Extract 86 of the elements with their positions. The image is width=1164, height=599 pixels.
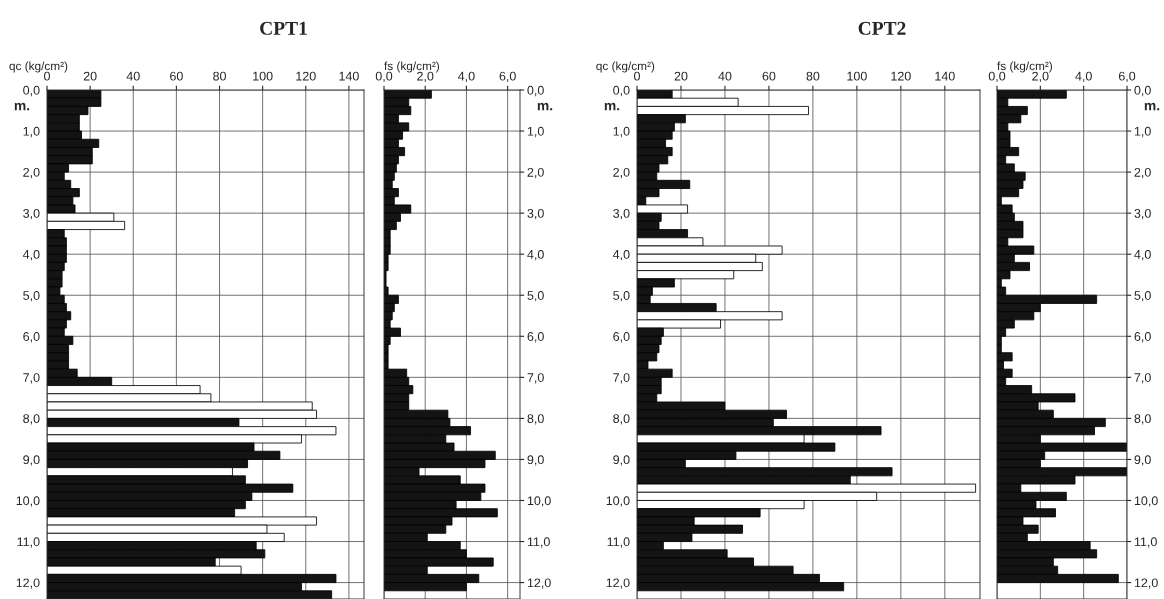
y-tick-label: 0,0 — [527, 85, 544, 97]
y-tick-label: 9,0 — [23, 455, 40, 466]
x-tick-label: 140 — [935, 71, 955, 81]
y-tick-label: 11,0 — [17, 537, 40, 548]
x-axis-title: fs (kg/cm²) — [997, 61, 1053, 73]
y-tick-label: 8,0 — [613, 414, 630, 425]
y-tick-label: 0,0 — [613, 85, 630, 97]
y-tick-label: 3,0 — [1134, 208, 1151, 220]
x-tick-label: 60 — [762, 71, 776, 81]
y-tick-label: 11,0 — [527, 537, 550, 548]
y-tick-label: 4,0 — [527, 249, 544, 261]
y-tick-label: 3,0 — [613, 208, 630, 220]
x-tick-label: 120 — [296, 71, 316, 81]
y-tick-label: 10,0 — [1134, 496, 1158, 507]
y-tick-label: 9,0 — [613, 455, 630, 466]
y-tick-label: 5,0 — [23, 291, 40, 302]
y-tick-label: 10,0 — [16, 496, 40, 507]
text: m. — [1144, 102, 1160, 111]
y-tick-label: 12,0 — [1134, 578, 1158, 589]
text: m. — [14, 102, 30, 111]
y-tick-label: 3,0 — [527, 208, 544, 220]
x-tick-label: 60 — [170, 71, 183, 81]
y-tick-label: 7,0 — [23, 373, 40, 384]
x-tick-label: 2,0 — [417, 71, 434, 83]
x-tick-label: 4,0 — [1075, 71, 1092, 83]
y-tick-label: 11,0 — [1134, 537, 1157, 548]
y-tick-label: 4,0 — [612, 249, 630, 261]
x-axis-title: qc (kg/cm²) — [596, 61, 655, 73]
y-tick-label: 8,0 — [23, 414, 40, 425]
x-tick-label: 4,0 — [458, 71, 475, 83]
x-tick-label: 0,0 — [375, 71, 393, 83]
text: m. — [537, 102, 553, 111]
x-tick-label: 6,0 — [1118, 71, 1136, 83]
y-tick-label: 8,0 — [1134, 414, 1151, 425]
x-tick-label: 40 — [126, 71, 140, 81]
x-tick-label: 6,0 — [499, 71, 516, 83]
y-tick-label: 8,0 — [527, 414, 544, 425]
y-tick-label: 12,0 — [606, 578, 630, 589]
y-tick-label: 1,0 — [23, 126, 40, 138]
x-axis-title: qc (kg/cm²) — [9, 61, 68, 73]
y-tick-label: 1,0 — [1134, 126, 1151, 138]
y-tick-label: 11,0 — [607, 537, 630, 548]
y-tick-label: 9,0 — [1134, 455, 1151, 466]
y-tick-label: 6,0 — [1134, 332, 1151, 343]
x-tick-label: 40 — [718, 71, 732, 81]
x-tick-label: 80 — [806, 71, 820, 81]
x-axis-title: fs (kg/cm²) — [384, 61, 440, 73]
x-tick-label: 20 — [83, 71, 97, 81]
y-tick-label: 2,0 — [613, 167, 630, 179]
y-tick-label: 2,0 — [527, 167, 544, 179]
chart-title: CPT2 — [858, 21, 906, 35]
y-tick-label: 3,0 — [23, 208, 40, 220]
y-tick-label: 4,0 — [1134, 249, 1151, 261]
y-tick-label: 12,0 — [16, 578, 40, 589]
x-tick-label: 0 — [634, 71, 640, 81]
y-tick-label: 5,0 — [527, 291, 544, 302]
x-tick-label: 100 — [253, 71, 273, 81]
y-tick-label: 4,0 — [22, 249, 40, 261]
x-tick-label: 0 — [44, 71, 50, 81]
y-tick-label: 7,0 — [527, 373, 544, 384]
y-tick-label: 6,0 — [613, 332, 630, 343]
y-tick-label: 10,0 — [606, 496, 630, 507]
x-tick-label: 80 — [213, 71, 226, 81]
y-tick-label: 2,0 — [1134, 167, 1151, 179]
y-tick-label: 6,0 — [23, 332, 40, 343]
x-tick-label: 120 — [891, 71, 911, 81]
y-tick-label: 10,0 — [527, 496, 551, 507]
y-tick-label: 5,0 — [1134, 291, 1151, 302]
y-tick-label: 9,0 — [527, 455, 544, 466]
y-tick-label: 7,0 — [613, 373, 630, 384]
y-tick-label: 1,0 — [527, 126, 544, 138]
y-tick-label: 7,0 — [1134, 373, 1151, 384]
y-tick-label: 5,0 — [613, 291, 630, 302]
x-tick-label: 0,0 — [988, 71, 1006, 83]
y-tick-label: 12,0 — [527, 578, 551, 589]
text: m. — [604, 102, 620, 111]
x-tick-label: 20 — [674, 71, 688, 81]
y-tick-label: 0,0 — [23, 85, 40, 97]
chart-title: CPT1 — [260, 21, 307, 35]
x-tick-label: 100 — [847, 71, 867, 81]
y-tick-label: 2,0 — [23, 167, 40, 179]
y-tick-label: 6,0 — [527, 332, 544, 343]
x-tick-label: 140 — [339, 71, 359, 81]
x-tick-label: 2,0 — [1032, 71, 1049, 83]
y-tick-label: 0,0 — [1134, 85, 1151, 97]
y-tick-label: 1,0 — [613, 126, 630, 138]
